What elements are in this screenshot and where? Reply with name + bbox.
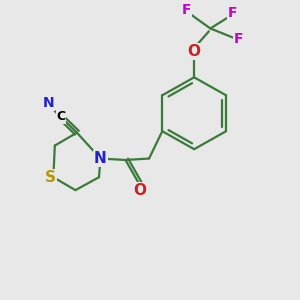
Text: F: F: [228, 6, 237, 20]
Text: F: F: [234, 32, 243, 46]
Text: O: O: [188, 44, 201, 59]
Text: N: N: [94, 151, 107, 166]
Text: O: O: [134, 183, 147, 198]
Text: C: C: [56, 110, 65, 123]
Text: N: N: [43, 96, 54, 110]
Text: S: S: [45, 170, 56, 185]
Text: F: F: [182, 3, 192, 17]
